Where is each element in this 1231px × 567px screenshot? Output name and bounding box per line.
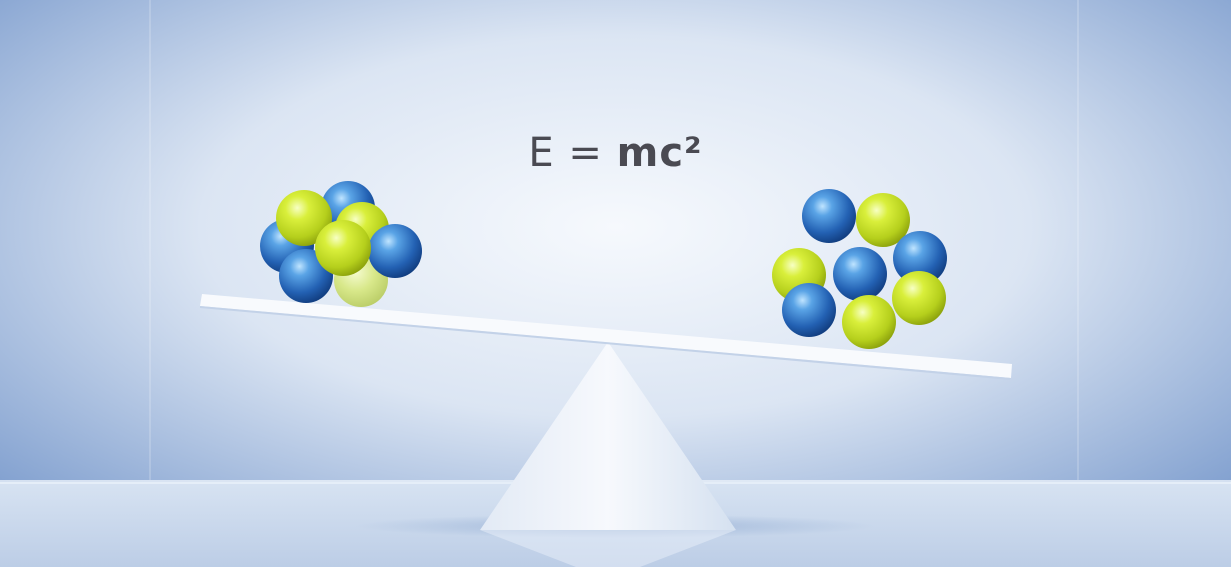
green-particle: [315, 220, 371, 276]
blue-particle: [782, 283, 836, 337]
blue-particle: [368, 224, 422, 278]
right-particle-cluster: [772, 189, 947, 349]
fulcrum: [480, 342, 736, 530]
fulcrum-reflection: [480, 530, 736, 567]
green-particle: [856, 193, 910, 247]
einstein-formula: E = mc²: [0, 130, 1231, 176]
blue-particle: [893, 231, 947, 285]
blue-particle: [833, 247, 887, 301]
seesaw-beam: [200, 294, 1012, 378]
seesaw-beam-shadow: [200, 306, 1011, 380]
formula-rhs: mc²: [616, 130, 703, 176]
green-particle: [842, 295, 896, 349]
blue-particle: [802, 189, 856, 243]
left-particle-cluster: [260, 181, 422, 307]
green-particle: [892, 271, 946, 325]
green-particle: [276, 190, 332, 246]
formula-lhs: E =: [528, 130, 617, 176]
